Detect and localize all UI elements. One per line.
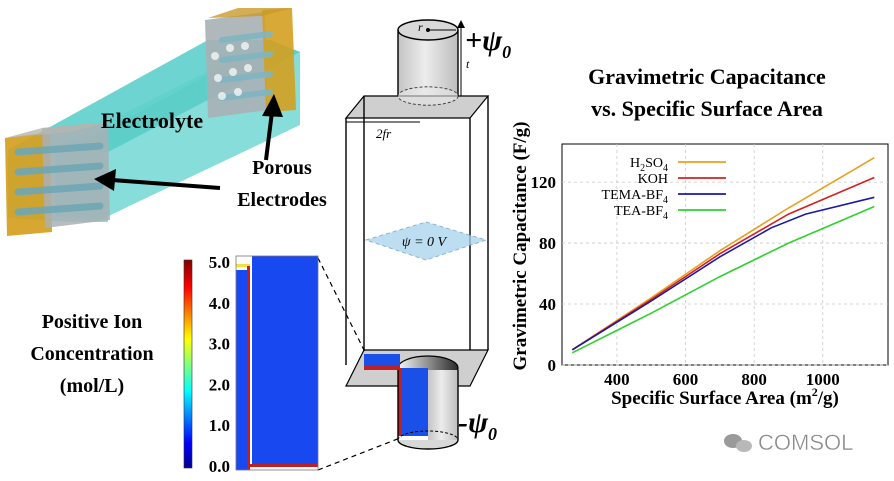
x-tick-label: 600 — [673, 370, 699, 389]
watermark-text: COMSOL — [758, 430, 853, 455]
legend-label: TEA-BF4 — [614, 204, 668, 222]
psi-top-subscript: 0 — [502, 42, 511, 62]
y-axis-label: Gravimetric Capacitance (F/g) — [510, 121, 531, 370]
legend-label: KOH — [638, 172, 668, 187]
zoom-connector-bottom — [317, 437, 401, 471]
series-line-h2so4 — [571, 157, 875, 351]
colorbar-title-line2: Concentration — [30, 343, 153, 365]
arrow-to-left-electrode — [111, 178, 221, 190]
bottom-cylinder-base — [397, 439, 459, 450]
x-tick-label: 1000 — [806, 370, 840, 389]
top-cylinder-body — [398, 30, 458, 96]
r-label: r — [418, 20, 423, 34]
concentration-map: Positive Ion Concentration (mol/L) 5.0 4.… — [30, 253, 319, 476]
colorbar-title-line1: Positive Ion — [42, 311, 143, 333]
legend-label: TEMA-BF4 — [602, 188, 668, 206]
chart-title-line2: vs. Specific Surface Area — [591, 96, 823, 121]
x-axis-label-main: Specific Surface Area (m — [611, 388, 812, 409]
series-line-koh — [571, 176, 875, 351]
colorbar-tick-label: 1.0 — [209, 416, 230, 435]
electrolyte-front-face — [8, 40, 270, 150]
psi-bottom-label: -ψ0 — [458, 406, 497, 444]
capacitance-chart: Gravimetric Capacitance vs. Specific Sur… — [510, 64, 889, 409]
colorbar — [183, 259, 193, 469]
colorbar-tick-label: 5.0 — [209, 253, 230, 272]
arrow-to-right-electrode — [264, 111, 274, 161]
mid-plane — [364, 221, 488, 261]
left-electrode-top — [5, 122, 108, 138]
t-label: t — [466, 57, 470, 71]
colorbar-tick-label: 2.0 — [209, 375, 230, 394]
colorbar-title-line3: (mol/L) — [60, 375, 124, 397]
x-tick-labels: 400 600 800 1000 — [604, 370, 840, 389]
psi-bottom-subscript: 0 — [488, 424, 497, 444]
high-concentration-edge-top — [236, 256, 252, 266]
porous-label-line1: Porous — [252, 157, 312, 179]
arrowhead-up — [262, 94, 283, 117]
x-axis-label-end: /g) — [817, 388, 839, 409]
colorbar-ticks: 5.0 4.0 3.0 2.0 1.0 0.0 — [209, 253, 230, 476]
field-border — [235, 255, 319, 471]
bottom-cylinder-body — [428, 370, 458, 440]
right-electrode-top — [208, 8, 292, 18]
zoom-connector-top — [317, 257, 367, 355]
series-line-tea-bf4 — [571, 205, 875, 354]
electrolyte-label: Electrolyte — [101, 108, 203, 133]
colorbar-tick-label: 3.0 — [209, 335, 230, 354]
concentration-slice-lower-red — [364, 366, 400, 370]
series-lines — [571, 157, 875, 354]
x-axis-label-sup: 2 — [812, 385, 818, 399]
y-tick-labels: 0 40 80 120 — [531, 173, 557, 375]
x-tick-label: 800 — [741, 370, 767, 389]
concentration-slice-lower — [364, 354, 400, 368]
width-label: 2fr — [376, 126, 392, 141]
legend-label: H2SO4 — [630, 156, 668, 174]
y-tick-label: 120 — [531, 173, 557, 192]
pore-unit-cell-diagram: r t +ψ0 2fr ψ = 0 V — [317, 19, 511, 471]
colorbar-tick-label: 0.0 — [209, 457, 230, 476]
chart-title-line1: Gravimetric Capacitance — [588, 64, 826, 89]
wechat-icon — [724, 434, 752, 452]
x-axis-label: Specific Surface Area (m2/g) — [611, 385, 839, 409]
colorbar-tick-label: 4.0 — [209, 294, 230, 313]
arrowhead-left — [94, 169, 116, 191]
right-electrode-pore-openings — [211, 42, 252, 100]
y-tick-label: 40 — [539, 295, 556, 314]
y-tick-label: 80 — [539, 234, 556, 253]
psi-top-main: +ψ — [465, 24, 503, 57]
right-electrode-pores — [219, 31, 273, 101]
watermark: COMSOL — [724, 430, 854, 455]
psi-top-label: +ψ0 — [465, 24, 511, 62]
porous-label-line2: Electrodes — [237, 189, 327, 211]
x-tick-label: 400 — [604, 370, 630, 389]
mid-plane-label: ψ = 0 V — [402, 235, 448, 250]
psi-bottom-main: -ψ — [458, 406, 489, 439]
left-electrode-pores — [14, 142, 104, 216]
electrode-box-illustration: Electrolyte Porous Electrodes — [5, 8, 327, 236]
right-electrode-plate — [262, 8, 296, 112]
right-electrode-grey — [205, 12, 268, 118]
y-tick-label: 0 — [548, 356, 557, 375]
series-line-tema-bf4 — [571, 196, 875, 351]
